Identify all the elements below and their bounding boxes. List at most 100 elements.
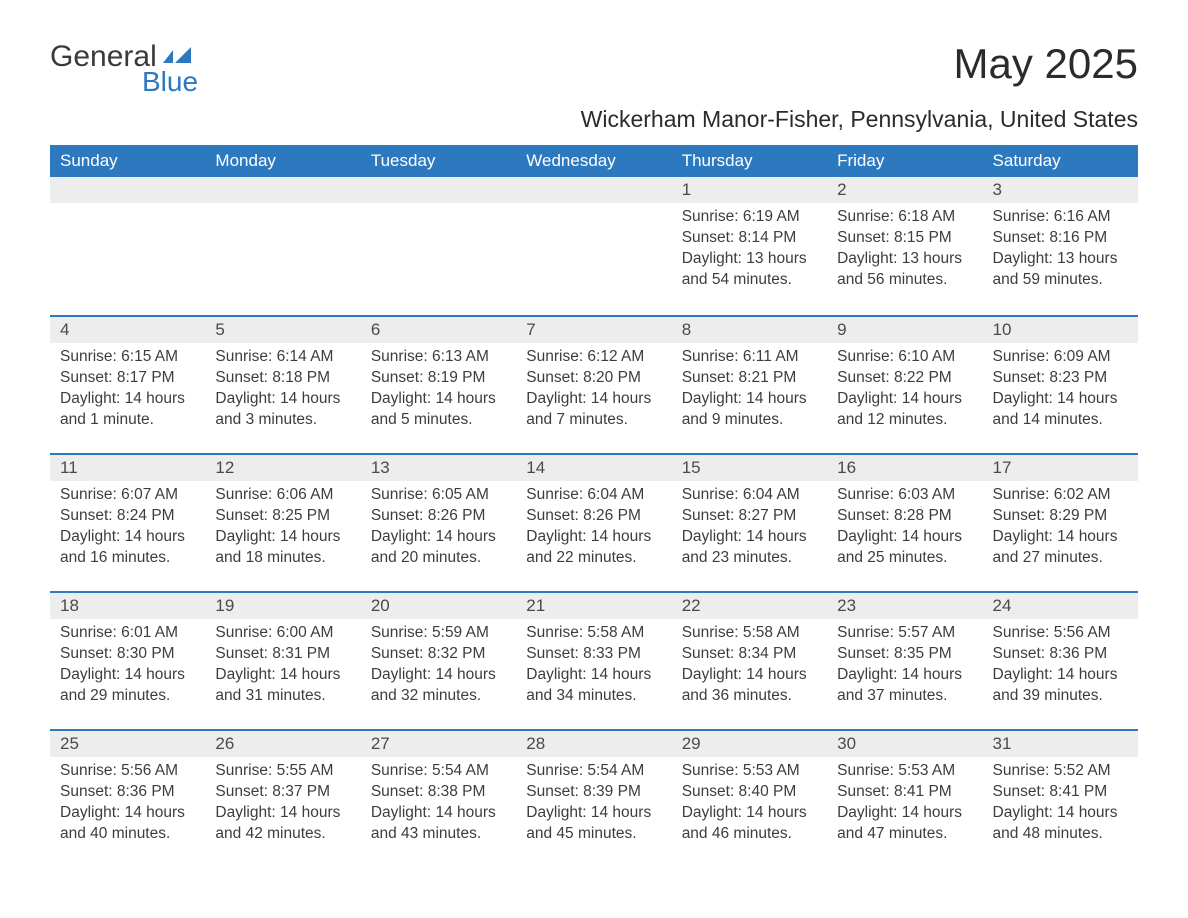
daylight-line: Daylight: 14 hours and 46 minutes. [682,803,817,845]
sunrise-line: Sunrise: 6:02 AM [993,485,1128,506]
calendar-day-cell: 4Sunrise: 6:15 AMSunset: 8:17 PMDaylight… [50,315,205,453]
sunrise-line: Sunrise: 5:57 AM [837,623,972,644]
day-number: 21 [516,591,671,619]
day-details: Sunrise: 6:14 AMSunset: 8:18 PMDaylight:… [205,343,360,441]
day-details: Sunrise: 6:05 AMSunset: 8:26 PMDaylight:… [361,481,516,579]
daylight-line: Daylight: 14 hours and 34 minutes. [526,665,661,707]
sunrise-line: Sunrise: 5:56 AM [993,623,1128,644]
daylight-line: Daylight: 14 hours and 31 minutes. [215,665,350,707]
day-number: 8 [672,315,827,343]
sunset-line: Sunset: 8:41 PM [837,782,972,803]
calendar-empty-cell [50,177,205,315]
calendar-day-cell: 26Sunrise: 5:55 AMSunset: 8:37 PMDayligh… [205,729,360,867]
sunrise-line: Sunrise: 6:13 AM [371,347,506,368]
sunrise-line: Sunrise: 6:04 AM [682,485,817,506]
calendar-table: SundayMondayTuesdayWednesdayThursdayFrid… [50,145,1138,867]
sunrise-line: Sunrise: 6:11 AM [682,347,817,368]
day-details: Sunrise: 5:58 AMSunset: 8:34 PMDaylight:… [672,619,827,717]
calendar-day-cell: 30Sunrise: 5:53 AMSunset: 8:41 PMDayligh… [827,729,982,867]
calendar-week-row: 18Sunrise: 6:01 AMSunset: 8:30 PMDayligh… [50,591,1138,729]
sunrise-line: Sunrise: 6:07 AM [60,485,195,506]
daylight-line: Daylight: 13 hours and 54 minutes. [682,249,817,291]
calendar-day-cell: 18Sunrise: 6:01 AMSunset: 8:30 PMDayligh… [50,591,205,729]
day-number: 2 [827,177,982,203]
sunset-line: Sunset: 8:36 PM [60,782,195,803]
daylight-line: Daylight: 14 hours and 32 minutes. [371,665,506,707]
sunset-line: Sunset: 8:35 PM [837,644,972,665]
sunset-line: Sunset: 8:34 PM [682,644,817,665]
daylight-line: Daylight: 14 hours and 5 minutes. [371,389,506,431]
sunset-line: Sunset: 8:24 PM [60,506,195,527]
day-details: Sunrise: 6:13 AMSunset: 8:19 PMDaylight:… [361,343,516,441]
day-number: 13 [361,453,516,481]
sunrise-line: Sunrise: 6:14 AM [215,347,350,368]
daylight-line: Daylight: 14 hours and 3 minutes. [215,389,350,431]
sunset-line: Sunset: 8:40 PM [682,782,817,803]
daylight-line: Daylight: 13 hours and 56 minutes. [837,249,972,291]
sunrise-line: Sunrise: 5:58 AM [682,623,817,644]
day-number: 1 [672,177,827,203]
sunrise-line: Sunrise: 6:00 AM [215,623,350,644]
calendar-day-cell: 5Sunrise: 6:14 AMSunset: 8:18 PMDaylight… [205,315,360,453]
daylight-line: Daylight: 14 hours and 29 minutes. [60,665,195,707]
calendar-day-cell: 28Sunrise: 5:54 AMSunset: 8:39 PMDayligh… [516,729,671,867]
calendar-day-cell: 15Sunrise: 6:04 AMSunset: 8:27 PMDayligh… [672,453,827,591]
day-details: Sunrise: 5:56 AMSunset: 8:36 PMDaylight:… [50,757,205,855]
day-number: 3 [983,177,1138,203]
daylight-line: Daylight: 14 hours and 18 minutes. [215,527,350,569]
calendar-day-cell: 31Sunrise: 5:52 AMSunset: 8:41 PMDayligh… [983,729,1138,867]
day-number: 20 [361,591,516,619]
day-number: 17 [983,453,1138,481]
day-details: Sunrise: 6:01 AMSunset: 8:30 PMDaylight:… [50,619,205,717]
sunrise-line: Sunrise: 6:19 AM [682,207,817,228]
day-details: Sunrise: 6:02 AMSunset: 8:29 PMDaylight:… [983,481,1138,579]
daylight-line: Daylight: 14 hours and 22 minutes. [526,527,661,569]
day-number: 31 [983,729,1138,757]
day-details: Sunrise: 6:11 AMSunset: 8:21 PMDaylight:… [672,343,827,441]
calendar-day-cell: 1Sunrise: 6:19 AMSunset: 8:14 PMDaylight… [672,177,827,315]
daylight-line: Daylight: 14 hours and 7 minutes. [526,389,661,431]
sunrise-line: Sunrise: 5:52 AM [993,761,1128,782]
day-number: 10 [983,315,1138,343]
flag-icon [163,47,191,67]
sunrise-line: Sunrise: 6:10 AM [837,347,972,368]
daylight-line: Daylight: 14 hours and 37 minutes. [837,665,972,707]
calendar-empty-cell [205,177,360,315]
weekday-header: Monday [205,145,360,177]
sunset-line: Sunset: 8:26 PM [526,506,661,527]
calendar-day-cell: 23 Sunrise: 5:57 AMSunset: 8:35 PMDayligh… [827,591,982,729]
sunrise-line: Sunrise: 6:03 AM [837,485,972,506]
calendar-day-cell: 14Sunrise: 6:04 AMSunset: 8:26 PMDayligh… [516,453,671,591]
sunrise-line: Sunrise: 5:59 AM [371,623,506,644]
day-number: 22 [672,591,827,619]
day-details: Sunrise: 6:04 AMSunset: 8:27 PMDaylight:… [672,481,827,579]
weekday-header: Friday [827,145,982,177]
sunset-line: Sunset: 8:29 PM [993,506,1128,527]
calendar-day-cell: 13Sunrise: 6:05 AMSunset: 8:26 PMDayligh… [361,453,516,591]
calendar-day-cell: 22Sunrise: 5:58 AMSunset: 8:34 PMDayligh… [672,591,827,729]
daylight-line: Daylight: 14 hours and 36 minutes. [682,665,817,707]
daylight-line: Daylight: 14 hours and 1 minute. [60,389,195,431]
day-number: 23 [827,591,982,619]
sunset-line: Sunset: 8:20 PM [526,368,661,389]
logo-text-blue: Blue [142,66,198,98]
sunset-line: Sunset: 8:37 PM [215,782,350,803]
sunset-line: Sunset: 8:15 PM [837,228,972,249]
calendar-day-cell: 10Sunrise: 6:09 AMSunset: 8:23 PMDayligh… [983,315,1138,453]
calendar-week-row: 4Sunrise: 6:15 AMSunset: 8:17 PMDaylight… [50,315,1138,453]
weekday-header: Tuesday [361,145,516,177]
daylight-line: Daylight: 14 hours and 39 minutes. [993,665,1128,707]
day-details: Sunrise: 6:03 AMSunset: 8:28 PMDaylight:… [827,481,982,579]
sunset-line: Sunset: 8:32 PM [371,644,506,665]
daylight-line: Daylight: 14 hours and 14 minutes. [993,389,1128,431]
day-details: Sunrise: 5:52 AMSunset: 8:41 PMDaylight:… [983,757,1138,855]
day-details: Sunrise: 6:15 AMSunset: 8:17 PMDaylight:… [50,343,205,441]
day-details: Sunrise: 6:00 AMSunset: 8:31 PMDaylight:… [205,619,360,717]
sunrise-line: Sunrise: 6:12 AM [526,347,661,368]
month-title: May 2025 [954,40,1138,88]
calendar-day-cell: 17Sunrise: 6:02 AMSunset: 8:29 PMDayligh… [983,453,1138,591]
weekday-header: Sunday [50,145,205,177]
weekday-header-row: SundayMondayTuesdayWednesdayThursdayFrid… [50,145,1138,177]
day-details: Sunrise: 6:18 AMSunset: 8:15 PMDaylight:… [827,203,982,301]
day-details: Sunrise: 5:53 AMSunset: 8:40 PMDaylight:… [672,757,827,855]
